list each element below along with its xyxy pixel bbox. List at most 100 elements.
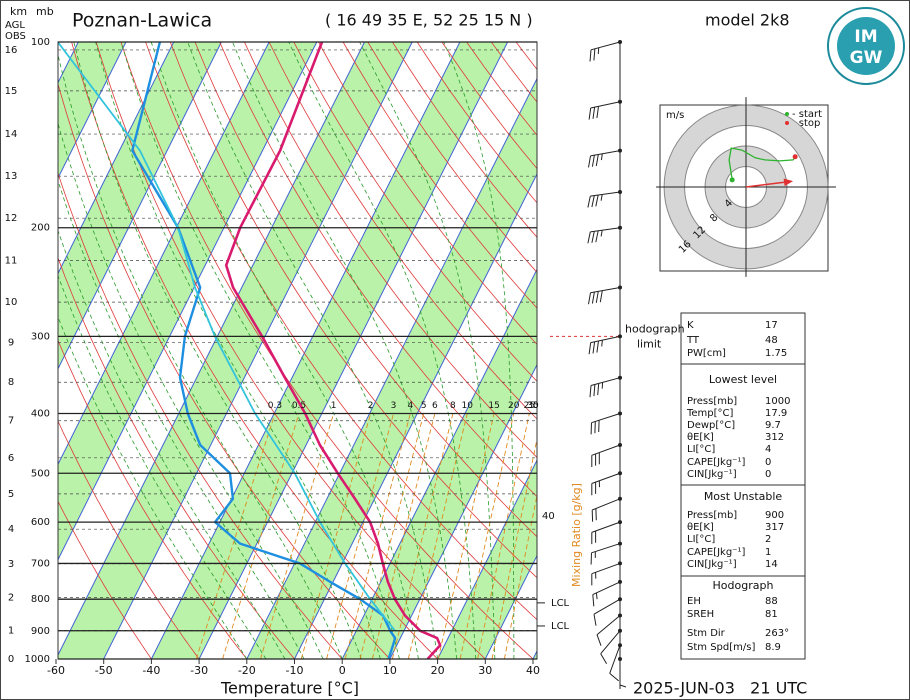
wind-level-dot	[618, 520, 622, 525]
index-value: 263°	[765, 628, 789, 639]
legend-start-dot	[785, 112, 789, 116]
index-value: 81	[765, 609, 778, 620]
wind-level-dot	[618, 643, 622, 648]
mixing-ratio-line	[222, 413, 300, 659]
km-tick-label: 0	[8, 654, 14, 665]
temperature-band	[151, 42, 508, 659]
mixing-ratio-line	[300, 413, 372, 659]
wind-level-dot	[618, 657, 622, 661]
index-name: LI[°C]	[687, 444, 715, 455]
km-tick-label: 10	[5, 297, 18, 308]
y-tick-label: 800	[31, 594, 50, 605]
index-name: PW[cm]	[687, 348, 726, 359]
mixing-ratio-tick-label: 10	[462, 401, 474, 411]
dry-adiabat	[58, 339, 248, 659]
legend-stop-dot	[785, 121, 789, 125]
isotherm	[150, 42, 461, 659]
x-tick-label: -30	[190, 664, 208, 677]
isotherm	[198, 42, 509, 659]
moist-adiabat	[58, 53, 343, 659]
mixing-ratio-line	[371, 413, 436, 659]
y-tick-label: 900	[31, 626, 50, 637]
dry-adiabat	[58, 420, 200, 659]
wind-level-dot	[618, 579, 622, 584]
hodograph-unit: m/s	[666, 110, 684, 121]
dry-adiabat	[268, 42, 537, 420]
index-name: CIN[Jkg⁻¹]	[687, 469, 737, 480]
index-name: K	[687, 320, 694, 331]
y-tick-label: 600	[31, 517, 50, 528]
mixing-ratio-tick-label: 0.3	[268, 401, 282, 411]
isotherm	[437, 459, 537, 659]
km-tick-label: 4	[8, 524, 14, 535]
x-tick-label: -60	[47, 664, 65, 677]
index-value: 312	[765, 432, 784, 443]
index-name: CAPE[Jkg⁻¹]	[687, 457, 745, 468]
mixing-ratio-tick-label: 20	[508, 401, 520, 411]
isotherm	[58, 42, 365, 657]
index-name: CIN[Jkg⁻¹]	[687, 559, 737, 570]
mixing-ratio-line	[326, 413, 394, 659]
moist-adiabat	[73, 42, 362, 659]
mixing-ratio-label: Mixing Ratio [g/kg]	[570, 483, 583, 587]
isotherm	[294, 172, 537, 659]
wind-barb	[590, 412, 621, 435]
wind-level-dot	[618, 471, 622, 476]
isotherm	[58, 42, 270, 466]
km-tick-label: 12	[5, 213, 18, 224]
wind-barb	[600, 630, 621, 665]
hodograph-line	[728, 147, 796, 180]
index-value: 14	[765, 559, 778, 570]
index-name: θE[K]	[687, 522, 714, 533]
isotherm	[246, 77, 537, 659]
index-value: 17.9	[765, 408, 787, 419]
valid-time: 2025-JUN-03 21 UTC	[633, 679, 807, 698]
moist-adiabat	[58, 274, 267, 659]
mixing-ratio-line	[503, 493, 537, 659]
dry-adiabat	[145, 42, 537, 621]
wind-barb	[588, 101, 621, 120]
moist-adiabat	[187, 42, 438, 659]
index-name: EH	[687, 596, 701, 607]
legend-stop: - stop	[792, 118, 820, 129]
index-name: SREH	[687, 609, 714, 620]
wind-barb	[590, 543, 621, 565]
dry-adiabat	[169, 42, 537, 579]
dry-adiabat	[244, 42, 537, 459]
corner-agl: AGL	[5, 20, 25, 31]
index-value: 4	[765, 444, 771, 455]
temperature-line	[224, 42, 442, 659]
lcl-label: LCL	[551, 598, 570, 609]
wind-barb	[596, 615, 621, 646]
moist-adiabat	[232, 42, 458, 659]
mixing-ratio-tick-label: 30	[527, 401, 539, 411]
wind-barb	[589, 377, 621, 398]
storm-motion-arrow	[745, 178, 794, 188]
y-tick-label: 1000	[25, 654, 50, 665]
mixing-ratio-line	[459, 413, 515, 659]
hodograph-limit-label: limit	[637, 337, 662, 350]
moist-adiabat	[58, 179, 305, 659]
dry-adiabat	[342, 42, 537, 309]
index-name: Stm Spd[m/s]	[687, 642, 755, 653]
moist-adiabat	[359, 42, 496, 659]
moist-adiabat	[58, 122, 324, 659]
moist-adiabat	[58, 316, 248, 659]
km-tick-label: 5	[8, 489, 14, 500]
index-value: 48	[765, 335, 778, 346]
mixing-ratio-tick-label: 3	[391, 401, 397, 411]
index-name: Stm Dir	[687, 628, 726, 639]
wind-level-dot	[618, 148, 622, 153]
y-tick-label: 700	[31, 558, 50, 569]
index-name: Temp[°C]	[686, 408, 734, 419]
index-value: 1.75	[765, 348, 787, 359]
mixing-ratio-tick-label: 0.5	[292, 401, 306, 411]
km-tick-label: 8	[8, 377, 14, 388]
isotherm	[103, 42, 413, 659]
index-value: 0	[765, 469, 771, 480]
corner-mb: mb	[36, 5, 54, 18]
hodograph-start	[729, 177, 735, 183]
legend-start: - start	[792, 109, 822, 120]
km-tick-label: 7	[8, 416, 14, 427]
